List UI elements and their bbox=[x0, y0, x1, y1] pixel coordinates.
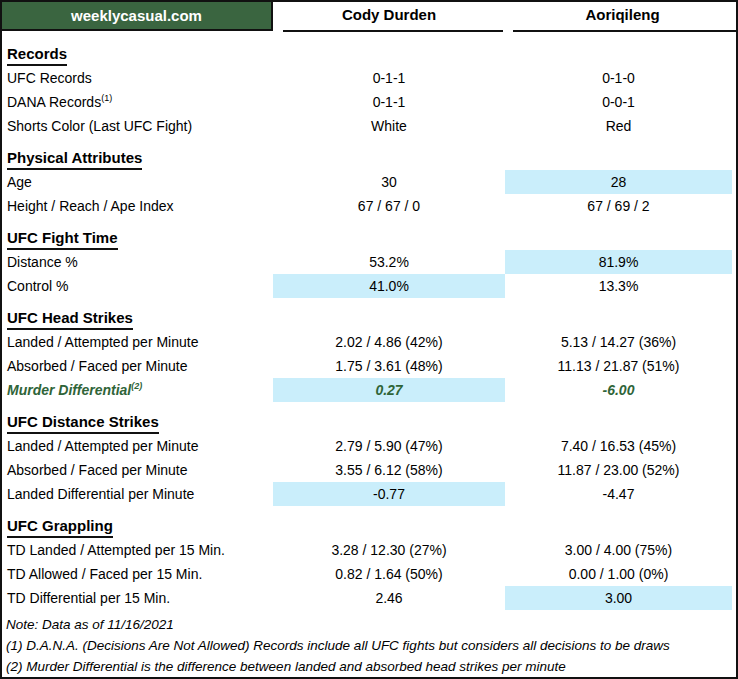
table-row: Control %41.0%13.3% bbox=[2, 274, 736, 298]
value-fighter2: 11.87 / 23.00 (52%) bbox=[505, 458, 732, 482]
table-row: Height / Reach / Ape Index67 / 67 / 067 … bbox=[2, 194, 736, 218]
footnote: (2) Murder Differential is the differenc… bbox=[6, 656, 736, 677]
value-fighter1: 1.75 / 3.61 (48%) bbox=[273, 354, 505, 378]
row-label: Landed Differential per Minute bbox=[2, 482, 273, 506]
footnote-marker: (2) bbox=[131, 381, 142, 391]
footnote: Note: Data as of 11/16/2021 bbox=[6, 614, 736, 635]
row-label: Distance % bbox=[2, 250, 273, 274]
value-fighter1: -0.77 bbox=[273, 482, 505, 506]
section-heading: UFC Head Strikes bbox=[2, 305, 736, 330]
section-title: UFC Distance Strikes bbox=[7, 411, 159, 434]
value-fighter1: 30 bbox=[273, 170, 505, 194]
value-fighter1: 67 / 67 / 0 bbox=[273, 194, 505, 218]
table-row: Landed / Attempted per Minute2.79 / 5.90… bbox=[2, 434, 736, 458]
column-header-fighter2: Aoriqileng bbox=[505, 2, 738, 32]
section-title: Physical Attributes bbox=[7, 147, 142, 170]
section-heading: UFC Fight Time bbox=[2, 225, 736, 250]
row-label: Control % bbox=[2, 274, 273, 298]
value-fighter2: Red bbox=[505, 114, 732, 138]
header-underline bbox=[283, 30, 503, 32]
row-label: Height / Reach / Ape Index bbox=[2, 194, 273, 218]
brand-text: weeklycasual.com bbox=[71, 7, 202, 24]
section-heading: UFC Grappling bbox=[2, 513, 736, 538]
section-heading: Physical Attributes bbox=[2, 145, 736, 170]
footnote: (1) D.A.N.A. (Decisions Are Not Allowed)… bbox=[6, 635, 736, 656]
value-fighter1: 53.2% bbox=[273, 250, 505, 274]
value-fighter2: 0-1-0 bbox=[505, 66, 732, 90]
value-fighter1: 0-1-1 bbox=[273, 66, 505, 90]
table-header: weeklycasual.com Cody Durden Aoriqileng bbox=[2, 2, 736, 32]
value-fighter2: 3.00 / 4.00 (75%) bbox=[505, 538, 732, 562]
section-title: UFC Fight Time bbox=[7, 227, 118, 250]
row-label: Age bbox=[2, 170, 273, 194]
value-fighter2: 11.13 / 21.87 (51%) bbox=[505, 354, 732, 378]
fighter-comparison-table: weeklycasual.com Cody Durden Aoriqileng … bbox=[0, 0, 738, 679]
value-fighter2: 67 / 69 / 2 bbox=[505, 194, 732, 218]
value-fighter2: 13.3% bbox=[505, 274, 732, 298]
table-body: RecordsUFC Records0-1-10-1-0DANA Records… bbox=[2, 32, 736, 610]
row-label: Shorts Color (Last UFC Fight) bbox=[2, 114, 273, 138]
value-fighter2: 5.13 / 14.27 (36%) bbox=[505, 330, 732, 354]
table-row: Murder Differential(2)0.27-6.00 bbox=[2, 378, 736, 402]
value-fighter2: 3.00 bbox=[505, 586, 732, 610]
value-fighter2: 0.00 / 1.00 (0%) bbox=[505, 562, 732, 586]
section-title: UFC Grappling bbox=[7, 515, 113, 538]
value-fighter1: 2.79 / 5.90 (47%) bbox=[273, 434, 505, 458]
value-fighter2: -4.47 bbox=[505, 482, 732, 506]
table-row: Landed Differential per Minute-0.77-4.47 bbox=[2, 482, 736, 506]
value-fighter2: -6.00 bbox=[505, 378, 732, 402]
table-row: Absorbed / Faced per Minute1.75 / 3.61 (… bbox=[2, 354, 736, 378]
value-fighter1: White bbox=[273, 114, 505, 138]
section-heading: UFC Distance Strikes bbox=[2, 409, 736, 434]
value-fighter2: 81.9% bbox=[505, 250, 732, 274]
section-title: UFC Head Strikes bbox=[7, 307, 133, 330]
section-title: Records bbox=[7, 43, 67, 66]
table-row: TD Landed / Attempted per 15 Min.3.28 / … bbox=[2, 538, 736, 562]
row-label: TD Allowed / Faced per 15 Min. bbox=[2, 562, 273, 586]
value-fighter1: 0.82 / 1.64 (50%) bbox=[273, 562, 505, 586]
table-row: Landed / Attempted per Minute2.02 / 4.86… bbox=[2, 330, 736, 354]
fighter1-name: Cody Durden bbox=[342, 6, 436, 23]
fighter2-name: Aoriqileng bbox=[585, 6, 659, 23]
value-fighter2: 0-0-1 bbox=[505, 90, 732, 114]
footnote-marker: (1) bbox=[101, 93, 112, 103]
column-header-fighter1: Cody Durden bbox=[273, 2, 505, 32]
row-label: Murder Differential(2) bbox=[2, 378, 273, 402]
table-row: Age3028 bbox=[2, 170, 736, 194]
row-label: Absorbed / Faced per Minute bbox=[2, 354, 273, 378]
value-fighter2: 28 bbox=[505, 170, 732, 194]
value-fighter1: 2.46 bbox=[273, 586, 505, 610]
row-label: Absorbed / Faced per Minute bbox=[2, 458, 273, 482]
row-label: UFC Records bbox=[2, 66, 273, 90]
table-row: Absorbed / Faced per Minute3.55 / 6.12 (… bbox=[2, 458, 736, 482]
brand-banner: weeklycasual.com bbox=[2, 2, 273, 31]
row-label: TD Landed / Attempted per 15 Min. bbox=[2, 538, 273, 562]
row-label: Landed / Attempted per Minute bbox=[2, 330, 273, 354]
table-row: Distance %53.2%81.9% bbox=[2, 250, 736, 274]
value-fighter1: 2.02 / 4.86 (42%) bbox=[273, 330, 505, 354]
value-fighter2: 7.40 / 16.53 (45%) bbox=[505, 434, 732, 458]
table-row: Shorts Color (Last UFC Fight)WhiteRed bbox=[2, 114, 736, 138]
footnotes: Note: Data as of 11/16/2021(1) D.A.N.A. … bbox=[2, 614, 736, 677]
header-underline bbox=[513, 30, 738, 32]
value-fighter1: 41.0% bbox=[273, 274, 505, 298]
section-heading: Records bbox=[2, 41, 736, 66]
value-fighter1: 3.55 / 6.12 (58%) bbox=[273, 458, 505, 482]
table-row: TD Differential per 15 Min.2.463.00 bbox=[2, 586, 736, 610]
value-fighter1: 0-1-1 bbox=[273, 90, 505, 114]
row-label: DANA Records(1) bbox=[2, 90, 273, 114]
value-fighter1: 0.27 bbox=[273, 378, 505, 402]
table-row: DANA Records(1)0-1-10-0-1 bbox=[2, 90, 736, 114]
table-row: TD Allowed / Faced per 15 Min.0.82 / 1.6… bbox=[2, 562, 736, 586]
row-label: Landed / Attempted per Minute bbox=[2, 434, 273, 458]
row-label: TD Differential per 15 Min. bbox=[2, 586, 273, 610]
value-fighter1: 3.28 / 12.30 (27%) bbox=[273, 538, 505, 562]
table-row: UFC Records0-1-10-1-0 bbox=[2, 66, 736, 90]
